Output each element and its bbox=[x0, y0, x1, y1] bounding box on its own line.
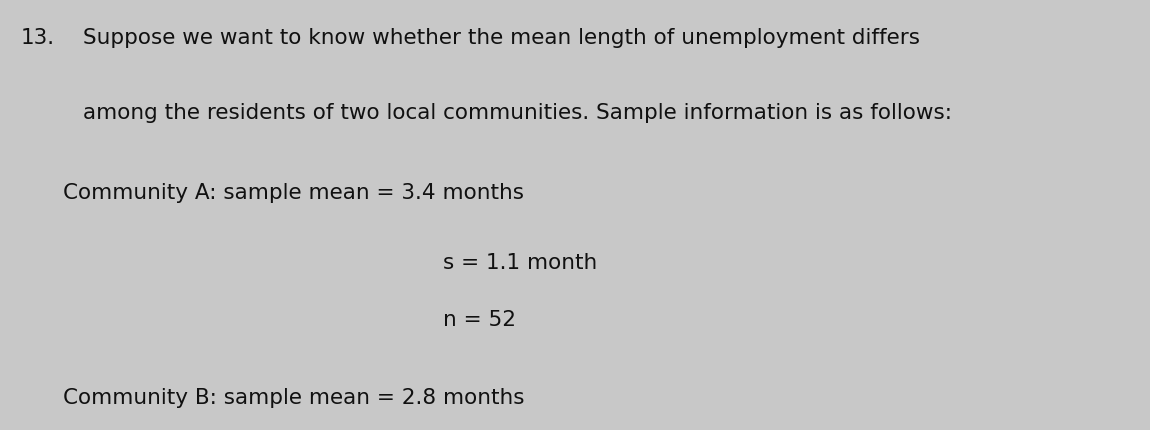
Text: s = 1.1 month: s = 1.1 month bbox=[443, 253, 597, 273]
Text: among the residents of two local communities. Sample information is as follows:: among the residents of two local communi… bbox=[83, 104, 952, 123]
Text: 13.: 13. bbox=[21, 28, 55, 48]
Text: n = 52: n = 52 bbox=[443, 310, 515, 330]
Text: Suppose we want to know whether the mean length of unemployment differs: Suppose we want to know whether the mean… bbox=[83, 28, 920, 48]
Text: Community B: sample mean = 2.8 months: Community B: sample mean = 2.8 months bbox=[63, 388, 524, 408]
Text: Community A: sample mean = 3.4 months: Community A: sample mean = 3.4 months bbox=[63, 184, 524, 203]
